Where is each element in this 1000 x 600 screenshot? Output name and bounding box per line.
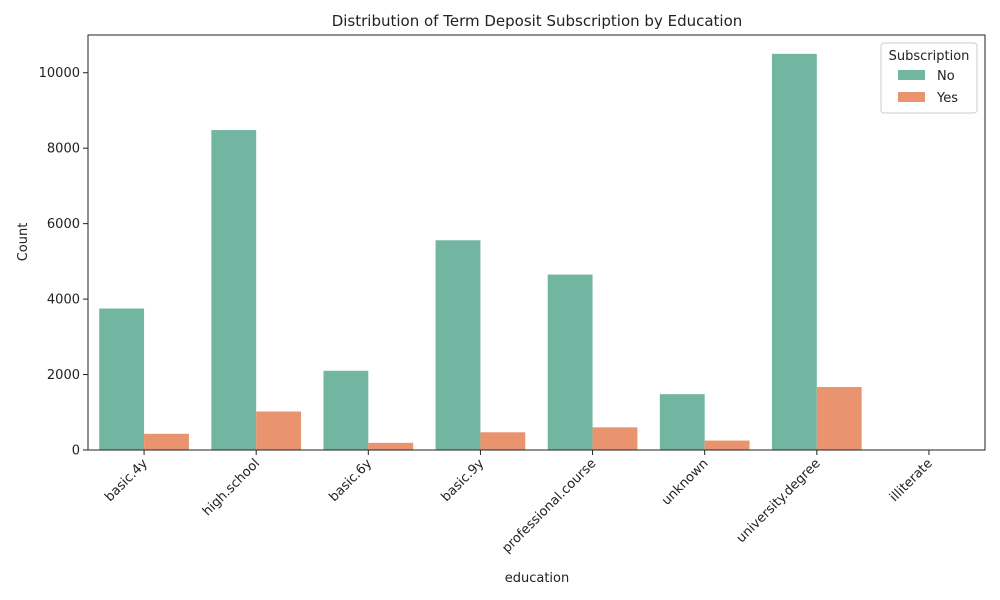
plot-frame bbox=[87, 34, 986, 451]
bar-yes-unknown bbox=[704, 440, 750, 450]
x-tick-label: basic.4y bbox=[102, 456, 151, 505]
bar-no-unknown bbox=[659, 394, 705, 450]
y-tick-label: 6000 bbox=[47, 217, 80, 232]
y-tick-label: 2000 bbox=[47, 368, 80, 383]
y-tick-label: 0 bbox=[72, 444, 80, 459]
x-tick-label: basic.9y bbox=[439, 456, 488, 505]
legend-title: Subscription bbox=[889, 49, 970, 64]
x-tick-label: illiterate bbox=[887, 456, 936, 505]
y-tick-label: 10000 bbox=[39, 66, 80, 81]
legend-label-yes: Yes bbox=[936, 91, 958, 106]
y-tick-label: 8000 bbox=[47, 142, 80, 157]
chart-title: Distribution of Term Deposit Subscriptio… bbox=[332, 12, 743, 30]
x-tick-label: basic.6y bbox=[326, 456, 375, 505]
bar-no-basic-9y bbox=[435, 240, 481, 450]
bar-no-basic-6y bbox=[323, 370, 369, 450]
bar-no-basic-4y bbox=[99, 308, 145, 450]
bar-yes-basic-6y bbox=[368, 442, 414, 450]
bar-yes-professional-course bbox=[592, 427, 638, 450]
x-axis: basic.4y high.school basic.6y basic.9y profe… bbox=[102, 450, 936, 556]
y-tick-label: 4000 bbox=[47, 293, 80, 308]
bar-yes-university-degree bbox=[816, 387, 862, 450]
x-axis-label: education bbox=[505, 571, 570, 586]
x-tick-label: university.degree bbox=[734, 456, 824, 546]
y-axis-label: Count bbox=[16, 223, 31, 262]
bar-no-university-degree bbox=[771, 53, 817, 451]
y-axis: 0 2000 4000 6000 8000 10000 bbox=[39, 66, 88, 459]
legend: Subscription No Yes bbox=[880, 42, 978, 114]
legend-swatch-yes bbox=[898, 92, 925, 102]
bar-yes-basic-9y bbox=[480, 432, 526, 450]
bar-no-professional-course bbox=[547, 274, 593, 450]
bar-yes-high-school bbox=[256, 411, 302, 450]
legend-label-no: No bbox=[937, 69, 955, 84]
legend-swatch-no bbox=[898, 70, 925, 80]
x-tick-label: professional.course bbox=[499, 456, 599, 556]
x-tick-label: high.school bbox=[200, 456, 263, 519]
x-tick-label: unknown bbox=[659, 456, 711, 508]
bar-no-high-school bbox=[211, 130, 257, 450]
bars-group bbox=[99, 53, 974, 451]
bar-yes-basic-4y bbox=[144, 433, 189, 450]
